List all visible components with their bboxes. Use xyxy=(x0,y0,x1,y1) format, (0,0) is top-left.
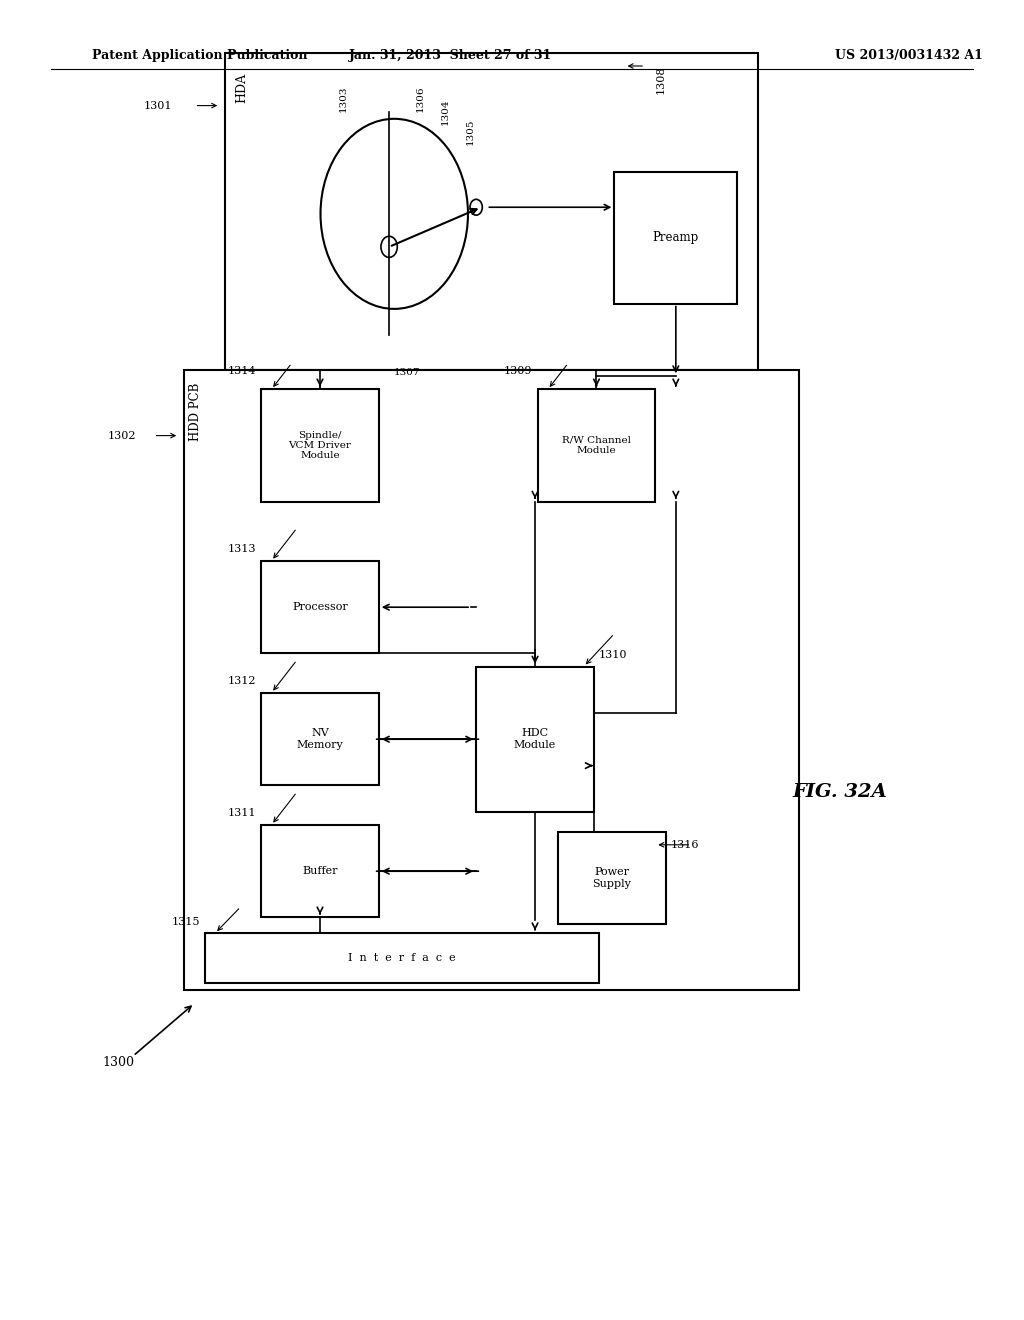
Text: 1305: 1305 xyxy=(466,119,475,145)
FancyBboxPatch shape xyxy=(614,172,737,304)
Text: R/W Channel
Module: R/W Channel Module xyxy=(562,436,631,455)
FancyBboxPatch shape xyxy=(225,53,758,370)
Text: 1312: 1312 xyxy=(227,676,256,686)
FancyBboxPatch shape xyxy=(558,832,666,924)
Text: HDA: HDA xyxy=(236,73,249,103)
Text: Preamp: Preamp xyxy=(652,231,699,244)
Text: 1316: 1316 xyxy=(671,840,699,850)
FancyBboxPatch shape xyxy=(184,370,799,990)
Text: 1301: 1301 xyxy=(143,100,172,111)
Text: Jan. 31, 2013  Sheet 27 of 31: Jan. 31, 2013 Sheet 27 of 31 xyxy=(349,49,552,62)
Text: 1306: 1306 xyxy=(416,86,424,112)
Text: HDD PCB: HDD PCB xyxy=(189,383,203,441)
Text: I  n  t  e  r  f  a  c  e: I n t e r f a c e xyxy=(348,953,456,964)
FancyBboxPatch shape xyxy=(205,933,599,983)
Text: Processor: Processor xyxy=(292,602,348,612)
FancyBboxPatch shape xyxy=(261,693,379,785)
FancyBboxPatch shape xyxy=(538,389,655,502)
FancyBboxPatch shape xyxy=(261,561,379,653)
Text: US 2013/0031432 A1: US 2013/0031432 A1 xyxy=(836,49,983,62)
Text: 1303: 1303 xyxy=(339,86,347,112)
Text: FIG. 32A: FIG. 32A xyxy=(793,783,887,801)
Text: 1311: 1311 xyxy=(227,808,256,818)
Text: HDC
Module: HDC Module xyxy=(514,729,556,750)
Text: Power
Supply: Power Supply xyxy=(593,867,631,888)
Text: 1302: 1302 xyxy=(108,430,136,441)
Text: 1304: 1304 xyxy=(441,99,450,125)
Text: 1309: 1309 xyxy=(504,366,532,376)
FancyBboxPatch shape xyxy=(261,389,379,502)
Text: 1300: 1300 xyxy=(102,1056,134,1069)
Text: 1308: 1308 xyxy=(655,66,666,95)
Text: 1307: 1307 xyxy=(394,368,421,378)
Text: Spindle/
VCM Driver
Module: Spindle/ VCM Driver Module xyxy=(289,430,351,461)
Text: Patent Application Publication: Patent Application Publication xyxy=(92,49,307,62)
Text: 1310: 1310 xyxy=(599,649,628,660)
FancyBboxPatch shape xyxy=(261,825,379,917)
Text: 1314: 1314 xyxy=(227,366,256,376)
Text: NV
Memory: NV Memory xyxy=(297,729,343,750)
Text: 1313: 1313 xyxy=(227,544,256,554)
FancyBboxPatch shape xyxy=(476,667,594,812)
Text: 1315: 1315 xyxy=(171,916,200,927)
Text: Buffer: Buffer xyxy=(302,866,338,876)
